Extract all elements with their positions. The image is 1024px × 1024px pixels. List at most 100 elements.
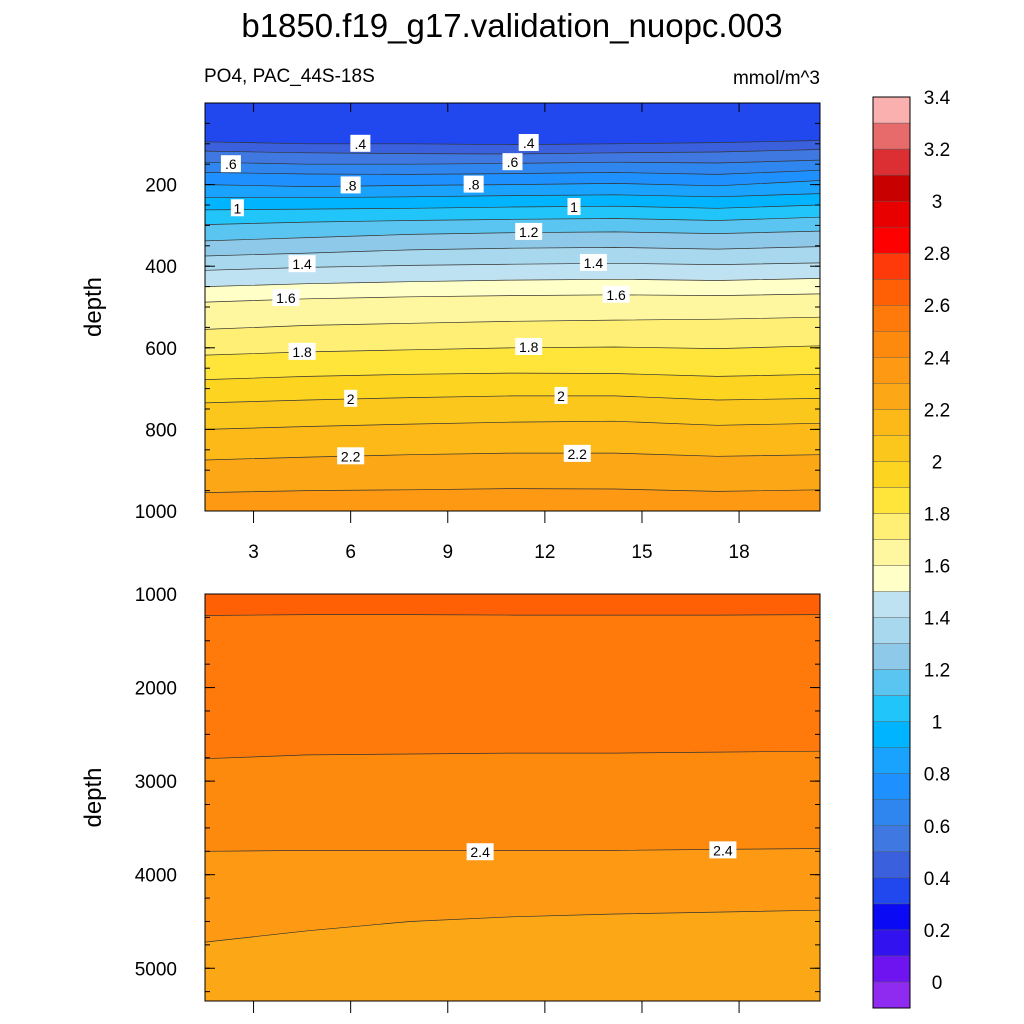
contour-label: .6 xyxy=(225,156,237,172)
colorbar-cell xyxy=(872,669,911,696)
contour-line xyxy=(205,395,820,404)
colorbar-cell xyxy=(872,226,911,254)
colorbar-label: 0.4 xyxy=(924,869,951,890)
contour-label: 2.2 xyxy=(568,446,588,462)
contour-line xyxy=(205,180,820,187)
contour-line xyxy=(205,216,820,225)
colorbar-cell xyxy=(872,799,911,826)
contour-label: .4 xyxy=(355,136,367,152)
x-tick-label: 15 xyxy=(631,542,652,563)
contour-label-box xyxy=(288,255,316,273)
contour-label: 2.4 xyxy=(713,842,733,858)
upper-panel: .4.4.6.6.8.81 11.21.4 1.41.6 1.61.8 1.82 22.2… xyxy=(80,102,821,523)
contour-line xyxy=(205,452,820,461)
contour-line xyxy=(205,420,820,430)
contour-fills xyxy=(205,103,820,511)
contour-band xyxy=(205,452,820,493)
y-tick-label: 400 xyxy=(145,257,177,278)
contour-line xyxy=(205,246,820,257)
x-axis: 3 6 9 12 15 18 xyxy=(248,542,749,563)
contour-band xyxy=(205,614,820,759)
contour-label-box xyxy=(350,134,371,152)
colorbar-cell xyxy=(872,851,911,879)
contour-label: 1.2 xyxy=(519,224,539,240)
contour-fills xyxy=(205,594,820,1001)
contour-line xyxy=(205,140,820,145)
colorbar-cell xyxy=(872,174,911,202)
lower-panel: 2.4 2.4 1000 2000 3000 4000 5000 depth xyxy=(80,585,821,1013)
colorbar-label: 2.6 xyxy=(924,296,950,317)
colorbar-cell xyxy=(872,825,911,853)
chart-subtitle: PO4, PAC_44S-18S xyxy=(204,66,375,87)
colorbar-cell xyxy=(872,955,911,983)
x-tick-label: 6 xyxy=(345,542,356,563)
contour-line xyxy=(205,909,820,943)
contour-label-box xyxy=(288,342,316,360)
colorbar-cell xyxy=(872,539,911,566)
chart-units: mmol/m^3 xyxy=(733,68,820,89)
contour-label-box xyxy=(515,337,543,355)
colorbar-label: 2.4 xyxy=(924,348,951,369)
contour-line xyxy=(205,316,820,330)
colorbar-label: 3.4 xyxy=(924,88,951,109)
contour-label-box xyxy=(220,155,241,173)
contour-label: 1 xyxy=(233,200,241,216)
contour-label: 2.2 xyxy=(341,448,361,464)
contour-band xyxy=(205,488,820,511)
contour-line xyxy=(205,750,820,760)
y-tick-label: 1000 xyxy=(135,585,177,606)
y-tick-label: 2000 xyxy=(135,679,177,700)
contour-label: .8 xyxy=(345,177,357,193)
colorbar-label: 1.6 xyxy=(924,557,950,578)
contour-label: 1.6 xyxy=(276,290,296,306)
contour-label: 1.6 xyxy=(606,287,626,303)
contour-label-box xyxy=(554,386,568,404)
colorbar-cell xyxy=(872,200,911,228)
colorbar-cell xyxy=(872,383,911,410)
contour-line xyxy=(205,488,820,493)
contour-line xyxy=(205,293,820,303)
plot-frame xyxy=(204,593,821,1002)
colorbar-cell xyxy=(872,643,911,670)
contour-line xyxy=(205,204,820,211)
contour-line xyxy=(205,614,820,616)
colorbar-label: 0.6 xyxy=(924,817,950,838)
colorbar-label: 1 xyxy=(932,713,943,734)
colorbar-cell xyxy=(872,122,911,150)
colorbar-cell xyxy=(872,695,911,722)
colorbar-label: 0.8 xyxy=(924,765,950,786)
y-tick-label: 1000 xyxy=(135,502,177,523)
colorbar-label: 1.4 xyxy=(924,609,951,630)
colorbar-cell xyxy=(872,513,911,540)
colorbar-cell xyxy=(872,487,911,514)
contour-label-box xyxy=(272,289,300,307)
colorbar-cell xyxy=(872,435,911,462)
colorbar-cell xyxy=(872,357,911,384)
y-tick-label: 5000 xyxy=(135,959,177,980)
colorbar-cell xyxy=(872,981,911,1009)
contour-label-box xyxy=(230,199,244,217)
colorbar-label: 0 xyxy=(932,973,943,994)
x-tick-label: 18 xyxy=(729,542,750,563)
contour-label-box xyxy=(515,222,543,240)
contour-label: .8 xyxy=(468,177,480,193)
y-axis-label: depth xyxy=(80,277,107,337)
contour-label-box xyxy=(563,444,591,462)
contour-band xyxy=(205,594,820,616)
y-tick-label: 4000 xyxy=(135,866,177,887)
colorbar-label: 3.2 xyxy=(924,140,950,161)
colorbar-label: 1.8 xyxy=(924,504,950,525)
y-axis-label: depth xyxy=(80,767,107,827)
contour-label: 1.8 xyxy=(292,344,312,360)
colorbar-cell xyxy=(872,591,911,618)
y-tick-label: 600 xyxy=(145,339,177,360)
colorbar-cell xyxy=(872,148,911,176)
colorbar-cell xyxy=(872,305,911,332)
chart-title: b1850.f19_g17.validation_nuopc.003 xyxy=(241,7,782,44)
contour-band xyxy=(205,750,820,852)
colorbar-cell xyxy=(872,279,911,306)
contour-line xyxy=(205,169,820,175)
colorbar-cell xyxy=(872,747,911,774)
contour-label: .6 xyxy=(507,154,519,170)
